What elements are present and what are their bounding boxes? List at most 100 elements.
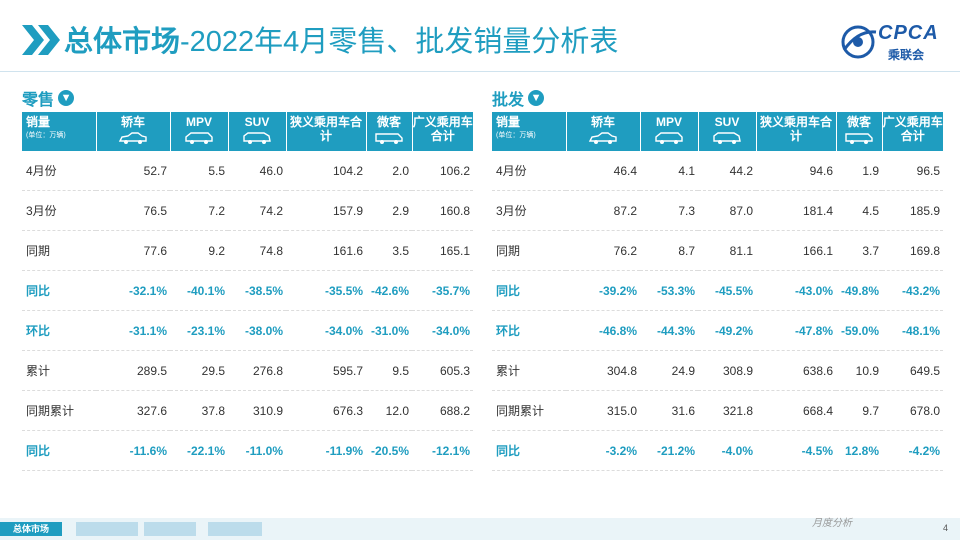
- row-label: 同期: [492, 230, 566, 271]
- wholesale-title-text: 批发: [492, 92, 525, 109]
- cell-value: 166.1: [756, 230, 836, 271]
- cell-value: 2.9: [366, 190, 412, 231]
- cell-value: 37.8: [170, 390, 228, 431]
- cell-value: 1.9: [836, 151, 882, 191]
- cell-value: 181.4: [756, 190, 836, 231]
- cell-value: 74.2: [228, 190, 286, 231]
- row-label: 环比: [22, 310, 96, 351]
- minivan-car-icon: [845, 133, 873, 144]
- cell-value: 46.4: [566, 151, 640, 191]
- cell-value: 10.9: [836, 350, 882, 391]
- cell-value: -35.7%: [412, 270, 473, 311]
- cell-value: 310.9: [228, 390, 286, 431]
- footer-tab-overall-market[interactable]: 总体市场: [0, 522, 62, 536]
- wholesale-section-title: 批发 ▼: [492, 84, 943, 112]
- cell-value: 327.6: [96, 390, 170, 431]
- cell-value: -39.2%: [566, 270, 640, 311]
- footer-tab-4[interactable]: [208, 522, 262, 536]
- cpca-logo-mark-icon: [841, 25, 877, 59]
- cell-value: -42.6%: [366, 270, 412, 311]
- cell-value: 165.1: [412, 230, 473, 271]
- cell-value: 315.0: [566, 390, 640, 431]
- table-row: 同期累计 327.6 37.8 310.9 676.3 12.0 688.2: [22, 390, 473, 431]
- cell-value: 9.2: [170, 230, 228, 271]
- col-label: 狭义乘用车合计: [289, 115, 362, 143]
- cell-value: -49.2%: [698, 310, 756, 351]
- cell-value: 76.2: [566, 230, 640, 271]
- row-label: 同期: [22, 230, 96, 271]
- retail-table-body: 4月份 52.7 5.5 46.0 104.2 2.0 106.2 3月份 76.5 7.2 74.…: [22, 151, 473, 471]
- cell-value: -43.2%: [882, 270, 943, 311]
- cell-value: -4.5%: [756, 430, 836, 471]
- cell-value: 31.6: [640, 390, 698, 431]
- wholesale-section: 批发 ▼ 销量 (单位：万辆) 轿车 MPV SUV 狭义乘用车合计 微客: [492, 84, 943, 471]
- col-suv: SUV: [228, 112, 287, 151]
- cell-value: 81.1: [698, 230, 756, 271]
- cell-value: 29.5: [170, 350, 228, 391]
- table-row: 环比 -46.8% -44.3% -49.2% -47.8% -59.0% -48.1%: [492, 310, 943, 351]
- cell-value: -4.2%: [882, 430, 943, 471]
- cell-value: -53.3%: [640, 270, 698, 311]
- sedan-car-icon: [588, 132, 617, 144]
- table-row: 4月份 46.4 4.1 44.2 94.6 1.9 96.5: [492, 151, 943, 191]
- footer-tab-3[interactable]: [144, 522, 196, 536]
- row-label: 同比: [492, 270, 566, 311]
- cell-value: 96.5: [882, 151, 943, 191]
- row-label: 同比: [492, 430, 566, 471]
- cell-value: 24.9: [640, 350, 698, 391]
- logo-cn-text: 乘联会: [888, 48, 925, 62]
- cell-value: 649.5: [882, 350, 943, 391]
- col-broad-total: 广义乘用车合计: [412, 112, 473, 151]
- cell-value: 595.7: [286, 350, 366, 391]
- cell-value: 106.2: [412, 151, 473, 191]
- table-row: 累计 289.5 29.5 276.8 595.7 9.5 605.3: [22, 350, 473, 391]
- col-sedan: 轿车: [96, 112, 171, 151]
- unit-header: 销量 (单位：万辆): [22, 112, 97, 151]
- retail-table: 销量 (单位：万辆) 轿车 MPV SUV 狭义乘用车合计 微客 广义乘用车合计…: [22, 112, 473, 471]
- col-label: SUV: [714, 115, 740, 129]
- cell-value: -40.1%: [170, 270, 228, 311]
- cell-value: 87.2: [566, 190, 640, 231]
- retail-section-title: 零售 ▼: [22, 84, 473, 112]
- col-label: 广义乘用车合计: [882, 115, 943, 143]
- cell-value: 9.5: [366, 350, 412, 391]
- cell-value: 638.6: [756, 350, 836, 391]
- cell-value: 688.2: [412, 390, 473, 431]
- table-row: 同期累计 315.0 31.6 321.8 668.4 9.7 678.0: [492, 390, 943, 431]
- page-number: 4: [942, 523, 948, 533]
- row-label: 同比: [22, 270, 96, 311]
- arrow-down-circle-icon: ▼: [58, 90, 75, 106]
- cell-value: -22.1%: [170, 430, 228, 471]
- double-chevron-icon: [22, 25, 60, 55]
- cell-value: 160.8: [412, 190, 473, 231]
- cell-value: -48.1%: [882, 310, 943, 351]
- minivan-car-icon: [375, 133, 403, 144]
- col-narrow-total: 狭义乘用车合计: [286, 112, 367, 151]
- col-label: 微客: [376, 115, 401, 129]
- cell-value: 9.7: [836, 390, 882, 431]
- row-label: 同比: [22, 430, 96, 471]
- retail-section: 零售 ▼ 销量 (单位：万辆) 轿车 MPV SUV 狭义乘用车合计 微客: [22, 84, 473, 471]
- arrow-down-circle-icon: ▼: [528, 90, 545, 106]
- col-sedan: 轿车: [566, 112, 641, 151]
- cell-value: 104.2: [286, 151, 366, 191]
- cell-value: -20.5%: [366, 430, 412, 471]
- row-label: 3月份: [492, 190, 566, 231]
- table-header-row: 销量 (单位：万辆) 轿车 MPV SUV 狭义乘用车合计 微客 广义乘用车合计: [22, 112, 473, 151]
- cell-value: -47.8%: [756, 310, 836, 351]
- cell-value: 676.3: [286, 390, 366, 431]
- cell-value: -59.0%: [836, 310, 882, 351]
- cell-value: 304.8: [566, 350, 640, 391]
- retail-title-text: 零售: [22, 92, 55, 109]
- col-label: MPV: [185, 115, 212, 129]
- cell-value: -11.6%: [96, 430, 170, 471]
- cell-value: -38.5%: [228, 270, 286, 311]
- col-narrow-total: 狭义乘用车合计: [756, 112, 837, 151]
- unit-label: 销量: [496, 115, 521, 129]
- cell-value: 74.8: [228, 230, 286, 271]
- row-label: 累计: [492, 350, 566, 391]
- row-label: 同期累计: [22, 390, 96, 431]
- cell-value: 7.2: [170, 190, 228, 231]
- col-label: 广义乘用车合计: [412, 115, 473, 143]
- footer-tab-2[interactable]: [76, 522, 138, 536]
